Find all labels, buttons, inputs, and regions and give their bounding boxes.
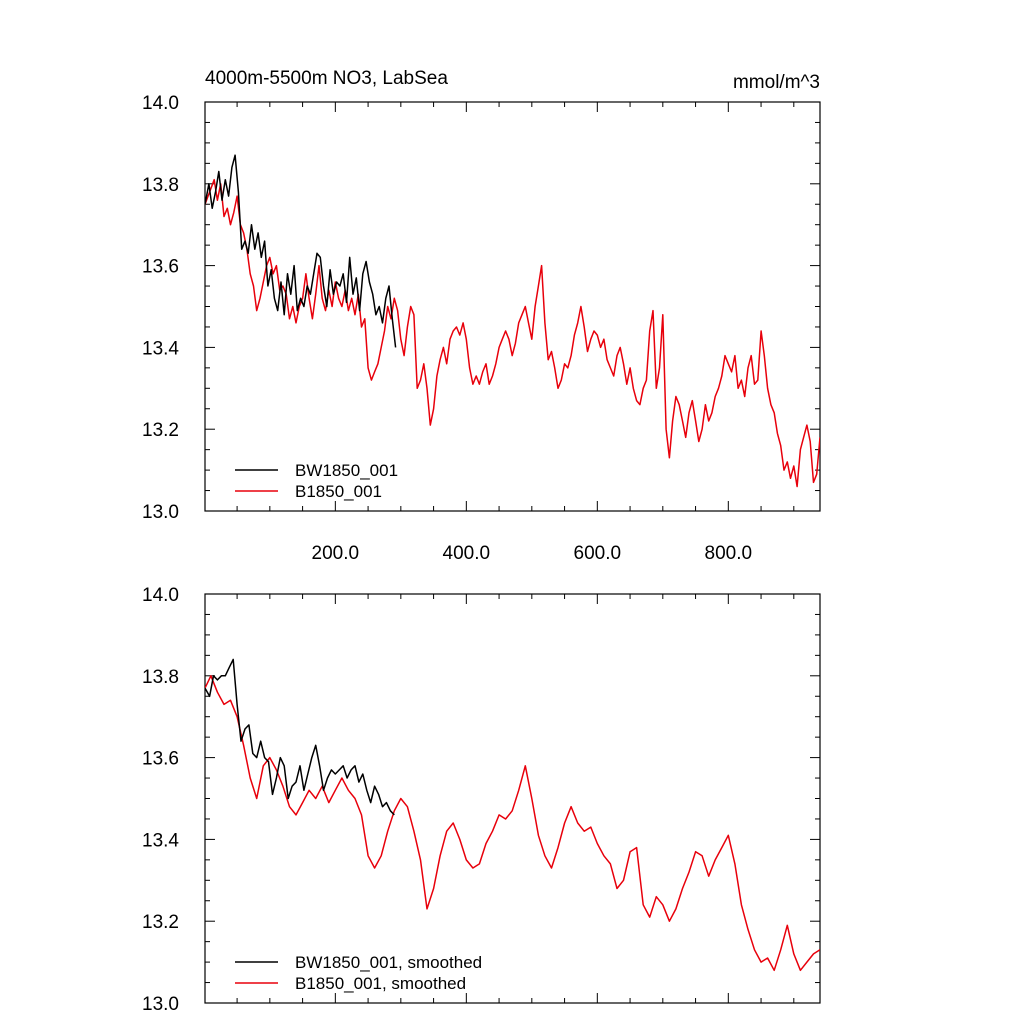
plot-frame [204,593,821,1004]
series-line-bw1850-001-smoothed [205,658,395,816]
y-tick-label: 14.0 [142,585,179,606]
legend-label: BW1850_001 [295,461,398,480]
y-tick-label: 13.2 [142,420,179,441]
bottom-panel: 13.0 13.2 13.4 13.6 13.8 14.0 BW1850_001, smoo… [142,585,821,1015]
legend-label: BW1850_001, smoothed [295,953,482,972]
x-tick-label: 200.0 [312,543,360,564]
x-tick-label: 400.0 [443,543,491,564]
y-tick-label: 13.8 [142,175,179,196]
y-tick-label: 13.6 [142,257,179,278]
x-tick-label: 800.0 [705,543,753,564]
y-tick-label: 13.4 [142,338,179,359]
series-line-bw1850-001 [205,154,397,348]
y-tick-label: 14.0 [142,93,179,114]
series-line-b1850-001-smoothed [205,675,820,972]
top-panel: 13.0 13.2 13.4 13.6 13.8 14.0 200.0 400.0 600.0 8… [142,93,821,564]
y-tick-label: 13.4 [142,830,179,851]
y-tick-label: 13.0 [142,502,179,523]
chart-title: 4000m-5500m NO3, LabSea [205,68,448,89]
legend-label: B1850_001 [295,482,382,501]
y-tick-label: 13.6 [142,749,179,770]
legend-label: B1850_001, smoothed [295,974,466,993]
x-tick-label: 600.0 [574,543,622,564]
y-tick-label: 13.8 [142,667,179,688]
units-label: mmol/m^3 [733,72,820,93]
series-line-b1850-001 [205,178,820,488]
y-tick-label: 13.0 [142,994,179,1015]
y-tick-label: 13.2 [142,912,179,933]
